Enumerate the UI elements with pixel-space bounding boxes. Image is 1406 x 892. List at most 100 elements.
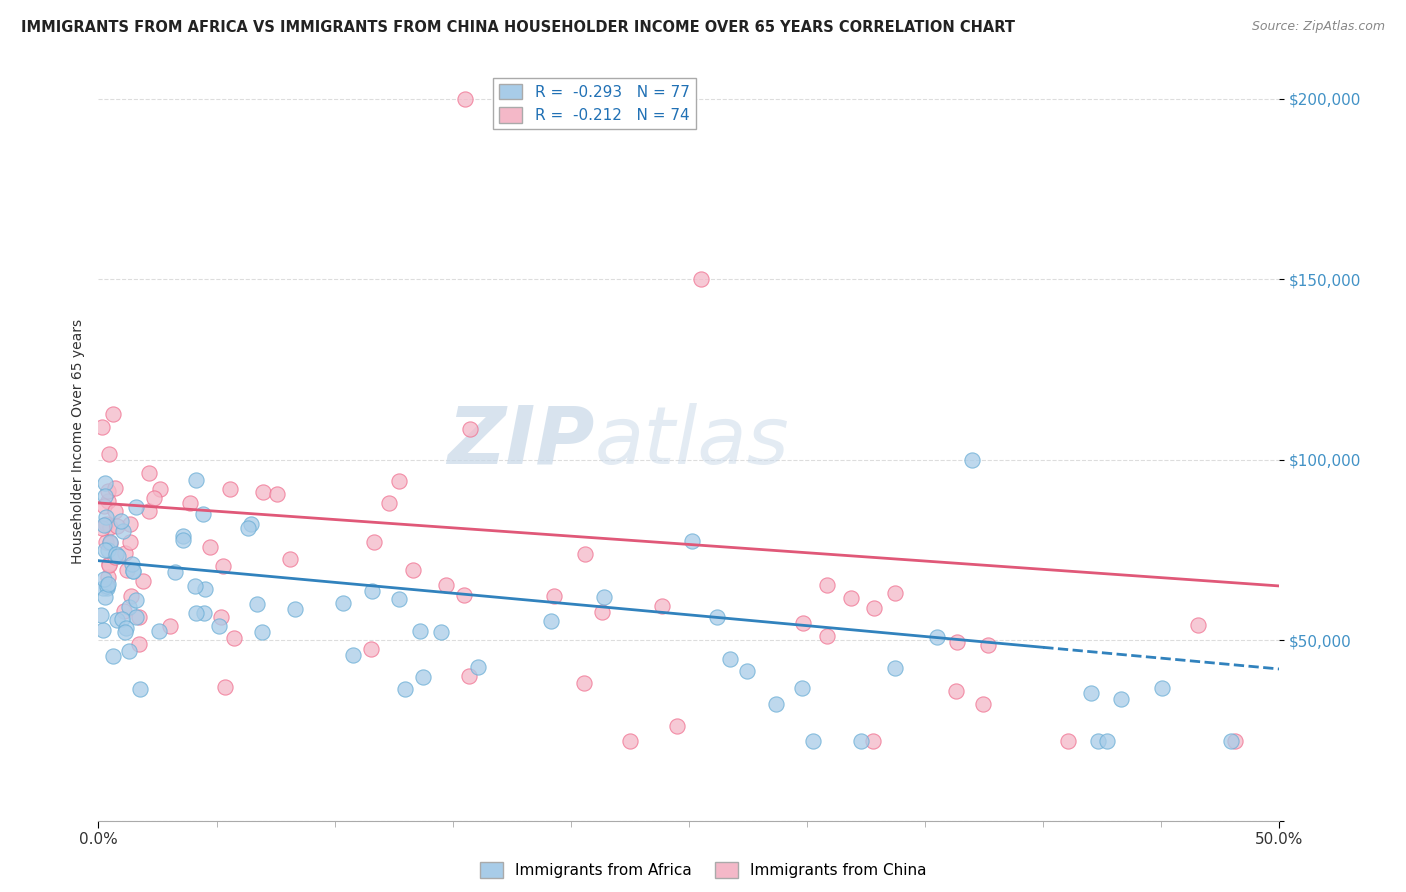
- Point: [412, 670, 434, 684]
- Text: IMMIGRANTS FROM AFRICA VS IMMIGRANTS FROM CHINA HOUSEHOLDER INCOME OVER 65 YEARS: IMMIGRANTS FROM AFRICA VS IMMIGRANTS FRO…: [21, 20, 1015, 35]
- Point: [96, 534, 118, 549]
- Point: [387, 474, 409, 488]
- Point: [593, 590, 616, 604]
- Point: [388, 592, 411, 607]
- Point: [1087, 734, 1109, 748]
- Point: [159, 619, 181, 633]
- Point: [91, 624, 114, 638]
- Point: [735, 664, 758, 678]
- Point: [1080, 686, 1102, 700]
- Point: [280, 551, 302, 566]
- Point: [138, 504, 160, 518]
- Point: [765, 698, 787, 712]
- Point: [125, 500, 148, 515]
- Point: [93, 499, 115, 513]
- Point: [543, 590, 565, 604]
- Point: [104, 549, 127, 564]
- Point: [246, 597, 269, 611]
- Point: [96, 578, 118, 592]
- Point: [976, 638, 998, 652]
- Point: [706, 609, 728, 624]
- Point: [125, 592, 148, 607]
- Point: [105, 547, 128, 561]
- Point: [1056, 734, 1078, 748]
- Point: [792, 681, 814, 695]
- Point: [121, 558, 143, 572]
- Point: [360, 641, 382, 656]
- Point: [105, 519, 128, 533]
- Point: [718, 652, 741, 666]
- Point: [883, 586, 905, 600]
- Point: [284, 602, 307, 616]
- Point: [651, 599, 673, 613]
- Point: [179, 495, 201, 509]
- Point: [172, 529, 194, 543]
- Point: [332, 597, 354, 611]
- Point: [115, 563, 138, 577]
- Legend: Immigrants from Africa, Immigrants from China: Immigrants from Africa, Immigrants from …: [474, 856, 932, 884]
- Point: [434, 578, 457, 592]
- Point: [93, 543, 115, 558]
- Point: [681, 533, 703, 548]
- Point: [107, 549, 129, 563]
- Point: [183, 579, 205, 593]
- Point: [945, 684, 967, 698]
- Point: [165, 565, 187, 579]
- Point: [665, 719, 688, 733]
- Point: [815, 578, 838, 592]
- Point: [209, 610, 232, 624]
- Point: [1187, 617, 1209, 632]
- Point: [342, 648, 364, 662]
- Point: [149, 482, 172, 496]
- Point: [849, 734, 872, 748]
- Point: [591, 606, 613, 620]
- Point: [93, 572, 115, 586]
- Point: [191, 507, 214, 521]
- Point: [394, 681, 416, 696]
- Point: [98, 534, 121, 549]
- Point: [98, 520, 121, 534]
- Point: [250, 625, 273, 640]
- Point: [453, 91, 475, 105]
- Point: [94, 475, 117, 490]
- Point: [96, 516, 118, 531]
- Point: [128, 609, 150, 624]
- Point: [1223, 734, 1246, 748]
- Point: [114, 621, 136, 635]
- Point: [252, 485, 274, 500]
- Point: [884, 661, 907, 675]
- Point: [1109, 691, 1132, 706]
- Point: [104, 481, 127, 495]
- Point: [97, 557, 120, 571]
- Point: [118, 534, 141, 549]
- Point: [219, 482, 242, 496]
- Point: [457, 669, 479, 683]
- Y-axis label: Householder Income Over 65 years: Householder Income Over 65 years: [70, 319, 84, 564]
- Point: [114, 624, 136, 639]
- Point: [236, 521, 259, 535]
- Point: [409, 624, 432, 639]
- Point: [121, 564, 143, 578]
- Point: [863, 600, 886, 615]
- Point: [801, 734, 824, 748]
- Point: [94, 591, 117, 605]
- Point: [972, 697, 994, 711]
- Point: [97, 447, 120, 461]
- Point: [458, 422, 481, 436]
- Point: [112, 604, 135, 618]
- Point: [194, 582, 217, 597]
- Point: [619, 734, 641, 748]
- Point: [111, 612, 134, 626]
- Point: [114, 546, 136, 560]
- Point: [142, 491, 165, 505]
- Point: [97, 577, 120, 591]
- Point: [96, 582, 118, 596]
- Point: [100, 536, 122, 550]
- Legend: R =  -0.293   N = 77, R =  -0.212   N = 74: R = -0.293 N = 77, R = -0.212 N = 74: [494, 78, 696, 129]
- Point: [839, 591, 862, 606]
- Point: [90, 608, 112, 623]
- Point: [266, 487, 288, 501]
- Point: [98, 558, 121, 572]
- Point: [453, 588, 475, 602]
- Point: [430, 625, 453, 640]
